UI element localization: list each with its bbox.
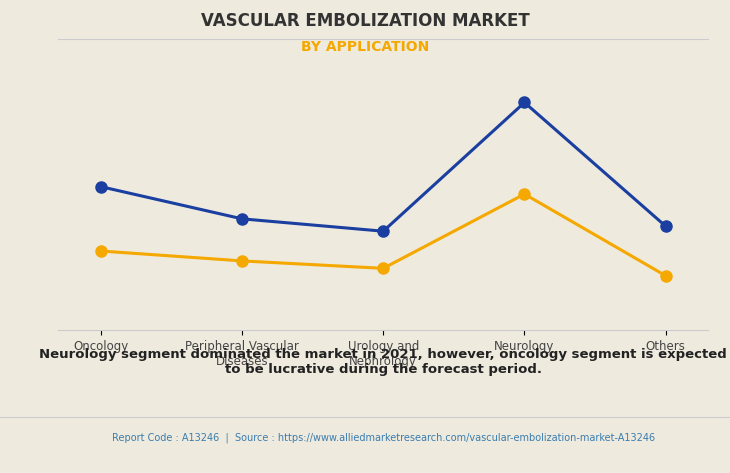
Text: BY APPLICATION: BY APPLICATION [301, 40, 429, 54]
Text: Neurology segment dominated the market in 2021, however, oncology segment is exp: Neurology segment dominated the market i… [39, 348, 727, 376]
Text: Report Code : A13246  |  Source : https://www.alliedmarketresearch.com/vascular-: Report Code : A13246 | Source : https://… [112, 433, 655, 443]
Text: VASCULAR EMBOLIZATION MARKET: VASCULAR EMBOLIZATION MARKET [201, 12, 529, 30]
